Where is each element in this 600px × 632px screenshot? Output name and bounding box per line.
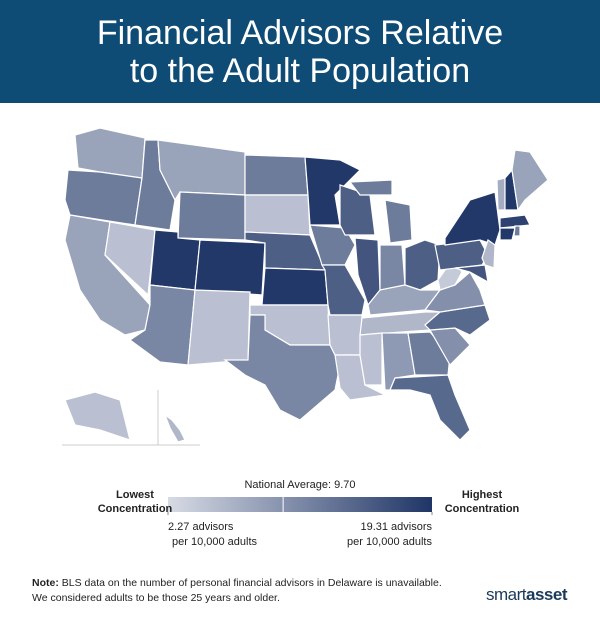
state xyxy=(496,177,506,211)
state xyxy=(379,244,406,291)
legend-scale xyxy=(168,497,432,512)
state xyxy=(513,225,521,237)
state xyxy=(261,267,329,306)
state xyxy=(163,413,186,443)
note: Note: BLS data on the number of personal… xyxy=(32,576,452,606)
state xyxy=(404,239,441,291)
high-label: Highest xyxy=(462,489,503,501)
title-line: to the Adult Population xyxy=(129,52,471,90)
state xyxy=(157,139,246,202)
state xyxy=(309,224,356,266)
state xyxy=(384,199,413,244)
state xyxy=(389,374,471,441)
low-label: Lowest xyxy=(116,489,154,501)
min-label: 2.27 advisors xyxy=(168,521,234,533)
state xyxy=(104,221,156,297)
logo-left: smart xyxy=(486,585,527,604)
state xyxy=(407,331,451,376)
max-label: 19.31 advisors xyxy=(360,521,432,533)
logo: smartasset xyxy=(486,585,567,605)
state xyxy=(244,194,311,236)
state xyxy=(177,191,246,241)
state xyxy=(304,156,362,226)
title-line: Financial Advisors Relative xyxy=(96,14,504,52)
state xyxy=(149,229,201,291)
state xyxy=(223,314,341,421)
state xyxy=(481,239,496,269)
state xyxy=(511,149,549,212)
state xyxy=(499,214,531,229)
state xyxy=(454,264,489,284)
map: National Average: 9.70 Lowest Concentrat… xyxy=(62,127,549,548)
state xyxy=(244,154,309,196)
state xyxy=(194,239,266,296)
high-label: Concentration xyxy=(445,503,520,515)
average-label: National Average: 9.70 xyxy=(244,479,355,491)
state xyxy=(499,227,516,241)
min-unit: per 10,000 adults xyxy=(172,536,258,548)
low-label: Concentration xyxy=(98,503,173,515)
state xyxy=(348,179,393,196)
logo-right: asset xyxy=(526,585,567,604)
state xyxy=(327,314,363,356)
note-lead: Note: xyxy=(32,577,59,589)
state xyxy=(64,391,131,441)
max-unit: per 10,000 adults xyxy=(347,536,433,548)
state xyxy=(444,191,501,246)
state xyxy=(187,289,251,366)
note-text: BLS data on the number of personal finan… xyxy=(32,577,442,604)
state xyxy=(367,284,442,316)
state xyxy=(359,332,383,386)
header: Financial Advisors Relative to the Adult… xyxy=(0,0,600,103)
